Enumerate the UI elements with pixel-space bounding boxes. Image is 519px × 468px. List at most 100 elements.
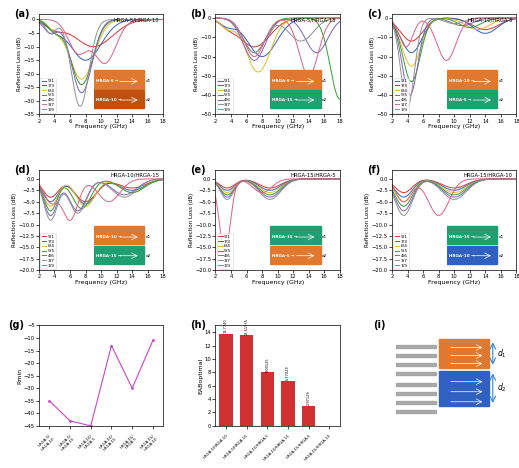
9/1	[337, 15, 343, 21]
6/4	[325, 176, 332, 182]
1/9	[222, 249, 228, 255]
5/5	[401, 204, 407, 209]
1/9	[389, 18, 395, 24]
3/7	[141, 181, 147, 187]
5/5	[36, 183, 42, 189]
1/9	[160, 17, 167, 22]
4/6	[47, 213, 53, 219]
Y-axis label: Reflection Loss (dB): Reflection Loss (dB)	[371, 37, 375, 91]
1/9	[513, 15, 519, 21]
5/5	[112, 182, 118, 187]
9/1	[464, 20, 470, 25]
6/4	[325, 15, 332, 21]
Line: 7/3: 7/3	[215, 18, 340, 57]
6/4	[36, 185, 43, 190]
7/3	[318, 176, 324, 182]
5/5	[502, 15, 508, 21]
7/3	[513, 176, 519, 182]
7/3	[444, 15, 450, 21]
Line: 5/5: 5/5	[39, 179, 163, 211]
4/6	[289, 18, 295, 24]
7/3	[149, 180, 155, 185]
5/5	[110, 18, 116, 23]
5/5	[463, 24, 470, 30]
5/5	[141, 17, 147, 22]
7/3	[494, 176, 500, 182]
4/6	[337, 176, 343, 182]
9/1	[36, 20, 43, 25]
1/9	[502, 176, 508, 182]
1/9	[212, 193, 218, 199]
3/7	[337, 15, 343, 21]
Bar	[396, 372, 435, 375]
9/1	[224, 185, 230, 191]
4/6	[389, 21, 395, 26]
1/9	[36, 181, 42, 187]
9/1	[286, 178, 293, 183]
5/5	[463, 186, 470, 191]
Line: 4/6: 4/6	[392, 18, 516, 95]
7/3	[289, 20, 295, 25]
7/3	[289, 177, 295, 183]
7/3	[287, 178, 293, 184]
5/5	[502, 176, 508, 182]
7/3	[389, 183, 395, 189]
1/9	[466, 18, 472, 23]
9/1	[466, 21, 472, 26]
1/9	[463, 20, 470, 25]
6/4	[466, 24, 472, 29]
4/6	[401, 208, 407, 213]
9/1	[112, 30, 118, 36]
6/4	[494, 176, 500, 182]
9/1	[36, 19, 42, 25]
9/1	[110, 33, 116, 38]
4/6	[212, 15, 218, 21]
1/9	[289, 176, 295, 182]
3/7	[110, 188, 116, 194]
3/7	[251, 50, 257, 56]
1/9	[463, 177, 469, 183]
X-axis label: Frequency (GHz): Frequency (GHz)	[428, 124, 481, 129]
3/7	[110, 188, 116, 193]
4/6	[494, 176, 500, 182]
9/1	[289, 177, 295, 183]
4/6	[141, 181, 147, 186]
Y-axis label: Reflection Loss (dB): Reflection Loss (dB)	[189, 193, 194, 247]
7/3	[495, 24, 501, 30]
3/7	[36, 186, 43, 192]
Legend: 9/1, 7/3, 6/4, 5/5, 4/6, 3/7, 1/9: 9/1, 7/3, 6/4, 5/5, 4/6, 3/7, 1/9	[217, 78, 233, 113]
3/7	[160, 17, 167, 22]
1/9	[149, 176, 155, 182]
Text: 2.97129: 2.97129	[307, 391, 311, 405]
Bar	[396, 353, 435, 357]
1/9	[141, 17, 147, 22]
6/4	[212, 180, 218, 186]
4/6	[36, 185, 43, 191]
Line: 7/3: 7/3	[39, 180, 163, 204]
9/1	[289, 17, 295, 22]
9/1	[463, 182, 469, 187]
Line: 1/9: 1/9	[215, 179, 340, 252]
7/3	[337, 15, 343, 21]
6/4	[286, 179, 293, 184]
Line: 6/4: 6/4	[215, 179, 340, 192]
1/9	[389, 19, 395, 24]
1/9	[502, 15, 508, 21]
Line: 4/6: 4/6	[39, 179, 163, 216]
Line: 1/9: 1/9	[39, 20, 163, 64]
Line: 7/3: 7/3	[392, 179, 516, 197]
4/6	[513, 176, 519, 182]
7/3	[463, 183, 470, 189]
6/4	[466, 183, 472, 189]
3/7	[110, 17, 116, 22]
6/4	[79, 76, 85, 82]
4/6	[110, 187, 116, 192]
1/9	[141, 176, 147, 182]
3/7	[463, 18, 469, 23]
3/7	[494, 176, 500, 182]
9/1	[160, 177, 167, 183]
6/4	[213, 180, 219, 186]
7/3	[83, 201, 89, 207]
9/1	[337, 176, 343, 182]
6/4	[110, 19, 116, 25]
